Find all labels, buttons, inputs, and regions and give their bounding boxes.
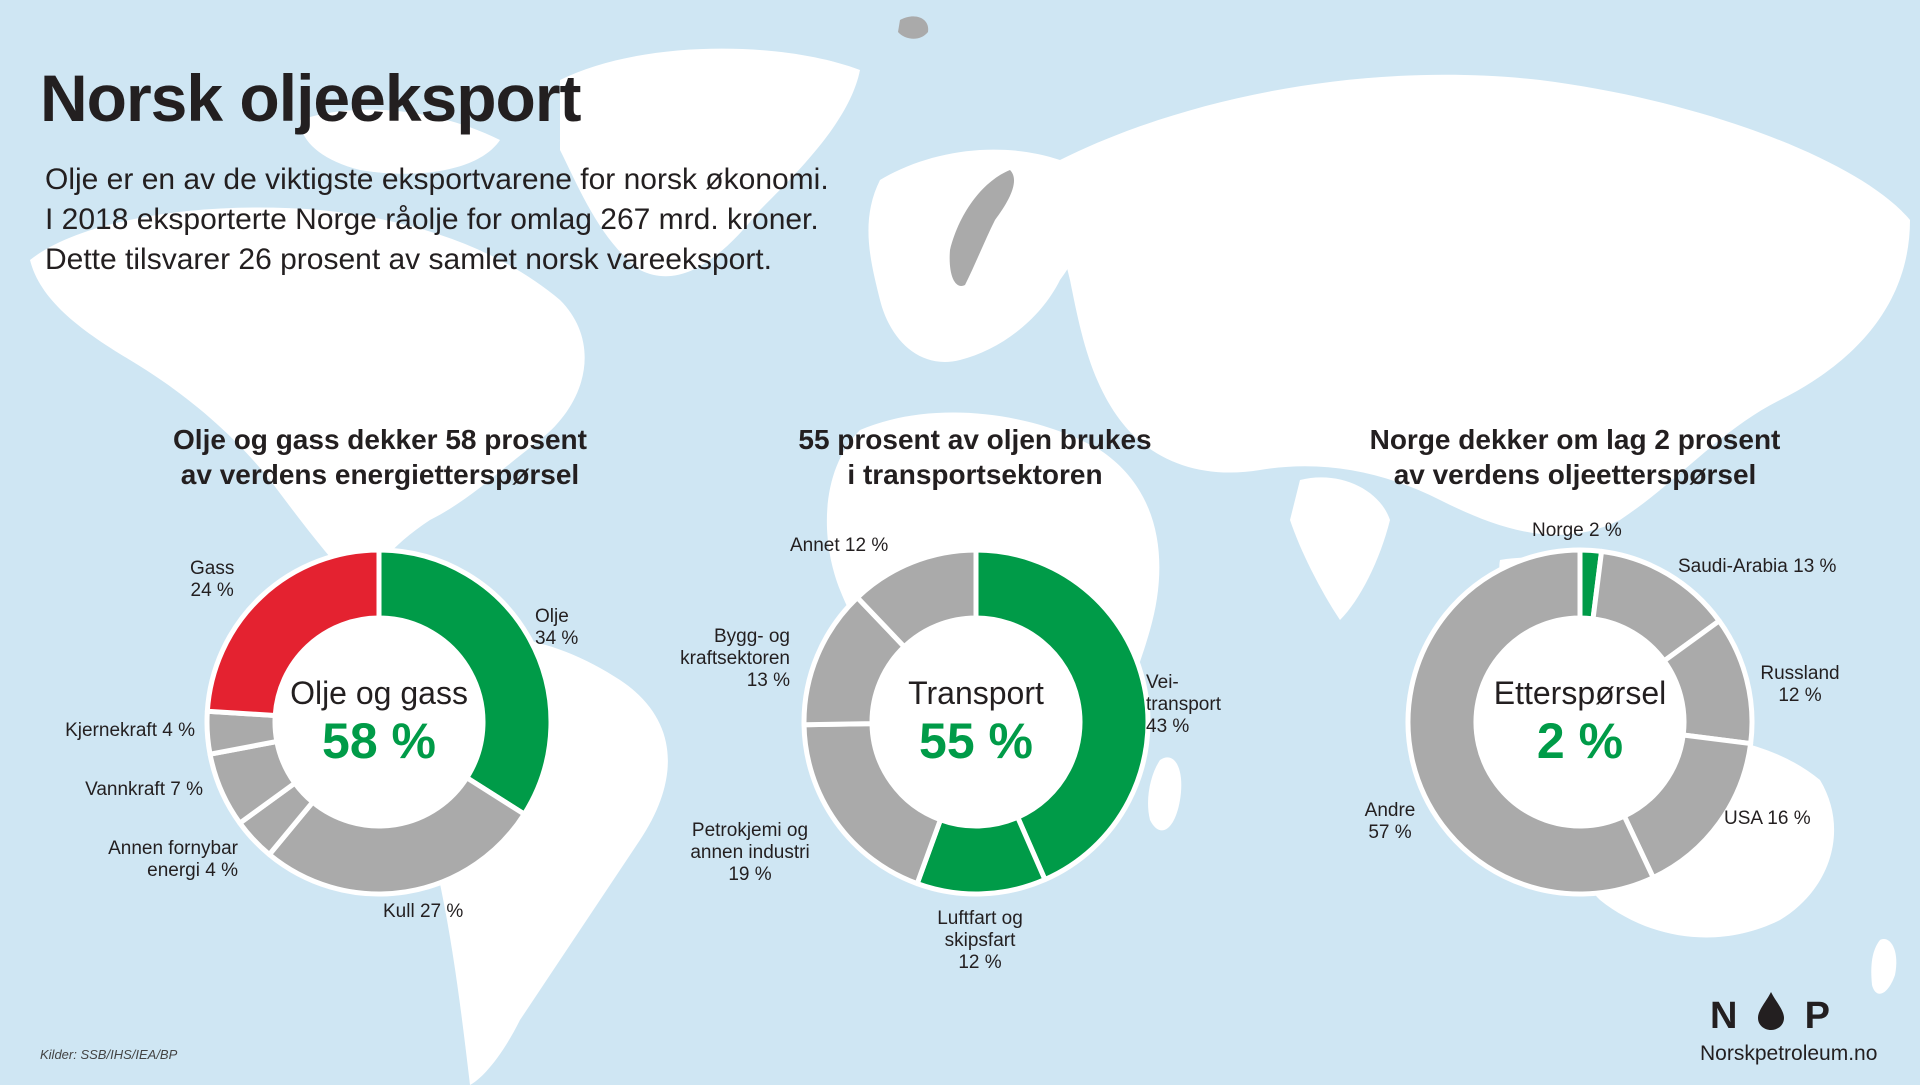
chart-3-slice-label-saudi-arabia: Saudi-Arabia 13 % (1678, 556, 1837, 577)
chart-2-slice-label-luftfart: Luftfart og skipsfart 12 % (937, 908, 1023, 973)
chart-1-title-line: Olje og gass dekker 58 prosent (173, 424, 587, 455)
map-new-zealand (1871, 939, 1897, 994)
chart-3-slice-label-russland: Russland 12 % (1760, 663, 1840, 706)
logo-mark: N P (1700, 992, 1840, 1040)
map-asia (1055, 74, 1910, 535)
chart-3-slice-label-andre: Andre 57 % (1364, 800, 1416, 843)
chart-3-title-line: Norge dekker om lag 2 prosent (1369, 424, 1781, 455)
chart-2-slice-label-bygg: Bygg- og kraftsektoren 13 % (680, 626, 790, 691)
chart-2-slice-label-petrokjemi: Petrokjemi og annen industri 19 % (690, 820, 810, 885)
chart-2-title-line: i transportsektoren (847, 459, 1103, 490)
chart-1-slice-label-gass: Gass 24 % (190, 558, 235, 601)
map-central-america (358, 590, 420, 656)
chart-2-title: 55 prosent av oljen brukes i transportse… (695, 422, 1255, 492)
chart-3-slice-label-norge: Norge 2 % (1532, 520, 1622, 541)
chart-1-center-value: 58 % (322, 713, 436, 769)
chart-1-slice-label-vannkraft: Vannkraft 7 % (85, 779, 203, 800)
chart-2-center-label: Transport (908, 675, 1044, 711)
chart-1-slice-label-kull: Kull 27 % (383, 901, 464, 922)
intro-line: Dette tilsvarer 26 prosent av samlet nor… (45, 243, 772, 276)
map-norway (949, 170, 1015, 286)
map-greenland (560, 48, 860, 277)
chart-3-center-label: Etterspørsel (1493, 675, 1667, 711)
chart-1-center: Olje og gass 58 % (279, 675, 479, 771)
chart-2-title-line: 55 prosent av oljen brukes (798, 424, 1152, 455)
intro-text: Olje er en av de viktigste eksportvarene… (45, 160, 1005, 280)
website-link[interactable]: Norskpetroleum.no (1700, 1042, 1878, 1065)
map-north-america (30, 207, 585, 590)
chart-1-slice-label-kjernekraft: Kjernekraft 4 % (65, 720, 195, 741)
chart-3-center-value: 2 % (1536, 713, 1624, 769)
chart-2-center-value: 55 % (919, 713, 1033, 769)
map-japan (1695, 337, 1726, 421)
chart-1-slice-label-olje: Olje 34 % (535, 606, 579, 649)
map-southeast-asia (1499, 557, 1700, 617)
page-title: Norsk oljeeksport (40, 61, 582, 135)
chart-2-slice-label-veitransport: Vei-transport 43 % (1146, 672, 1221, 737)
chart-1-slice-label-annen-fornybar: Annen fornybar energi 4 % (108, 838, 238, 881)
chart-1-title: Olje og gass dekker 58 prosent av verden… (100, 422, 660, 492)
norskpetroleum-logo[interactable]: N P Norskpetroleum.no (1700, 992, 1878, 1066)
map-canada-islands (300, 109, 500, 174)
chart-1-center-label: Olje og gass (290, 675, 468, 711)
intro-line: Olje er en av de viktigste eksportvarene… (45, 163, 829, 196)
logo-letter-p: P (1804, 994, 1830, 1037)
chart-2-slice-label-annet: Annet 12 % (790, 535, 889, 556)
oil-drop-icon (1758, 992, 1785, 1040)
logo-letter-n: N (1710, 994, 1738, 1037)
chart-3-center: Etterspørsel 2 % (1480, 675, 1680, 771)
chart-3-title-line: av verdens oljeetterspørsel (1393, 459, 1757, 490)
chart-3-slice-label-usa: USA 16 % (1724, 808, 1811, 829)
chart-3-title: Norge dekker om lag 2 prosent av verdens… (1295, 422, 1855, 492)
intro-line: I 2018 eksporterte Norge råolje for omla… (45, 203, 819, 236)
sources-note: Kilder: SSB/IHS/IEA/BP (40, 1047, 178, 1062)
map-svalbard (898, 16, 929, 39)
map-madagascar (1148, 757, 1182, 831)
chart-2-center: Transport 55 % (876, 675, 1076, 771)
map-india (1290, 477, 1390, 620)
chart-1-title-line: av verdens energietterspørsel (180, 459, 580, 490)
